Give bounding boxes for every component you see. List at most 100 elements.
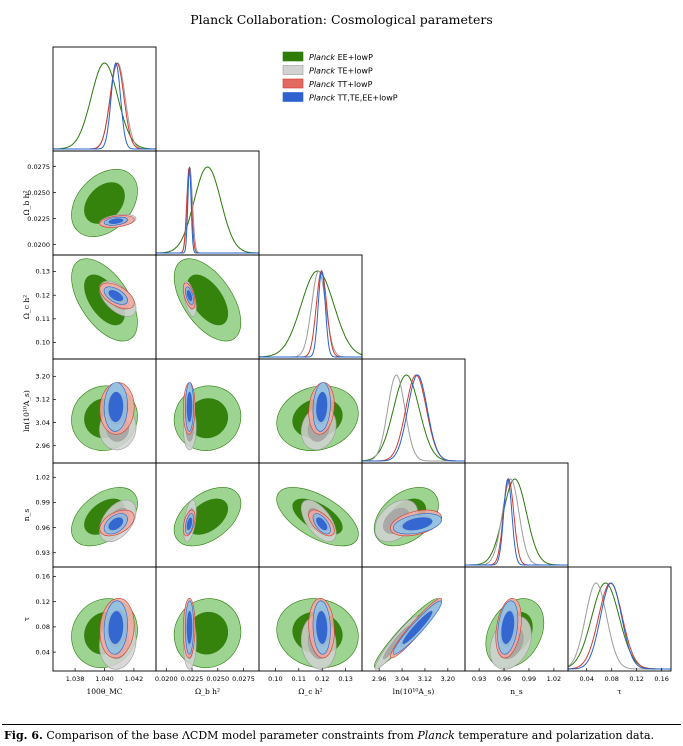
contour-68-planck-ee-lowp-1-0	[84, 182, 125, 224]
panel-3-1	[173, 382, 242, 451]
contour-68-planck-tt-te-ee-lowp-3-1	[186, 391, 193, 423]
panel-5-1	[173, 598, 242, 670]
x-tick-label: 3.04	[395, 675, 409, 683]
panel-5-5	[568, 582, 671, 670]
panel-5-2	[276, 598, 359, 670]
y-tick-label: 0.10	[36, 339, 50, 347]
panel-0-0	[53, 62, 156, 150]
x-axis-label: Ω_c h²	[298, 687, 322, 696]
contour-68-planck-tt-te-ee-lowp-5-2	[316, 611, 328, 644]
caption-divider	[2, 724, 681, 725]
contour-68-planck-tt-te-ee-lowp-5-4	[501, 611, 515, 644]
marginal-planck-ee-lowp-0	[53, 62, 156, 150]
panel-4-4	[465, 477, 568, 566]
y-tick-label: 0.99	[36, 499, 50, 507]
y-tick-label: 1.02	[36, 473, 50, 481]
x-tick-label: 1.02	[547, 675, 561, 683]
panel-4-2	[276, 487, 359, 547]
x-tick-label: 3.12	[418, 675, 432, 683]
y-tick-label: 0.16	[36, 573, 50, 581]
legend-swatch-planck-ee-lowp	[282, 51, 304, 62]
x-tick-label: 0.0225	[181, 675, 204, 683]
x-tick-label: 0.96	[497, 675, 511, 683]
legend-label-planck-tt-lowp: Planck TT+lowP	[309, 80, 373, 89]
y-axis-label: Ω_c h²	[22, 295, 31, 319]
caption-label: Fig. 6.	[4, 729, 43, 742]
y-tick-label: 0.0225	[27, 215, 50, 223]
legend-swatch-planck-tt-lowp	[282, 78, 304, 89]
marginal-planck-te-lowp-3	[362, 374, 465, 462]
marginal-planck-tt-te-ee-lowp-3	[362, 374, 465, 462]
figure-caption: Fig. 6. Comparison of the base ΛCDM mode…	[4, 729, 654, 742]
marginal-planck-tt-lowp-4	[465, 478, 568, 566]
x-axis-label: ln(10¹⁰A_s)	[393, 687, 435, 696]
contour-68-planck-tt-te-ee-lowp-4-0	[108, 517, 124, 531]
contour-68-planck-tt-te-ee-lowp-3-2	[316, 391, 328, 423]
y-tick-label: 3.04	[36, 419, 50, 427]
marginal-planck-tt-te-ee-lowp-1	[156, 166, 259, 254]
caption-text-1: Comparison of the base ΛCDM model parame…	[42, 729, 418, 742]
x-tick-label: 0.0250	[206, 675, 229, 683]
x-tick-label: 0.0275	[232, 675, 255, 683]
panel-1-0	[71, 169, 138, 237]
contour-68-planck-tt-te-ee-lowp-4-3	[402, 517, 433, 531]
panel-5-4	[485, 598, 545, 670]
contour-68-planck-tt-te-ee-lowp-4-2	[316, 517, 328, 531]
y-tick-label: 0.12	[36, 598, 50, 606]
x-tick-label: 0.13	[338, 675, 352, 683]
y-tick-label: 0.12	[36, 291, 50, 299]
y-axis-label: n_s	[22, 509, 31, 522]
x-tick-label: 1.038	[66, 675, 85, 683]
marginal-planck-ee-lowp-4	[465, 478, 568, 566]
panel-2-0	[71, 258, 138, 342]
panel-5-0	[71, 598, 138, 670]
y-tick-label: 0.11	[36, 315, 50, 323]
x-tick-label: 0.12	[315, 675, 329, 683]
legend-label-planck-tt-te-ee-lowp: Planck TT,TE,EE+lowP	[309, 94, 398, 103]
panel-3-3	[362, 374, 465, 462]
marginal-planck-ee-lowp-2	[259, 270, 362, 358]
panel-3-0	[71, 382, 138, 451]
panel-frame-2-2	[258, 254, 363, 360]
panel-4-0	[71, 487, 138, 547]
x-tick-label: 0.99	[522, 675, 536, 683]
marginal-planck-te-lowp-5	[568, 582, 671, 670]
legend-label-planck-te-lowp: Planck TE+lowP	[309, 67, 373, 76]
marginal-planck-te-lowp-2	[259, 270, 362, 358]
y-tick-label: 0.04	[36, 648, 50, 656]
contour-68-planck-tt-te-ee-lowp-5-1	[186, 611, 193, 644]
panel-frame-4-4	[464, 462, 569, 568]
y-tick-label: 0.93	[36, 549, 50, 557]
caption-text-2: temperature and polarization data.	[454, 729, 655, 742]
y-tick-label: 0.0250	[27, 189, 50, 197]
x-tick-label: 0.16	[654, 675, 668, 683]
marginal-planck-tt-lowp-1	[156, 166, 259, 254]
marginal-planck-te-lowp-4	[465, 478, 568, 566]
x-tick-label: 3.20	[441, 675, 455, 683]
x-tick-label: 1.042	[125, 675, 144, 683]
x-tick-label: 1.040	[95, 675, 114, 683]
contour-68-planck-tt-te-ee-lowp-3-0	[108, 391, 124, 423]
legend-swatch-planck-tt-te-ee-lowp	[282, 92, 304, 102]
y-axis-label: τ	[22, 617, 31, 621]
marginal-planck-tt-te-ee-lowp-2	[259, 269, 362, 358]
x-tick-label: 0.08	[604, 675, 618, 683]
y-tick-label: 0.96	[36, 524, 50, 532]
caption-italic: Planck	[417, 729, 455, 742]
contour-68-planck-tt-te-ee-lowp-1-0	[108, 218, 124, 224]
panel-1-1	[156, 166, 259, 254]
x-axis-label: τ	[617, 687, 621, 696]
y-tick-label: 3.12	[36, 396, 50, 404]
x-tick-label: 2.96	[372, 675, 386, 683]
panel-3-2	[276, 382, 359, 451]
x-tick-label: 0.11	[292, 675, 306, 683]
y-tick-label: 0.13	[36, 268, 50, 276]
marginal-planck-ee-lowp-1	[156, 166, 259, 254]
marginal-planck-tt-lowp-0	[53, 62, 156, 150]
y-tick-label: 0.0200	[27, 241, 50, 249]
contour-68-planck-tt-te-ee-lowp-5-3	[402, 611, 433, 644]
x-tick-label: 0.93	[472, 675, 486, 683]
x-tick-label: 0.0200	[155, 675, 178, 683]
legend-label-planck-ee-lowp: Planck EE+lowP	[309, 53, 373, 62]
panel-2-2	[259, 269, 362, 358]
